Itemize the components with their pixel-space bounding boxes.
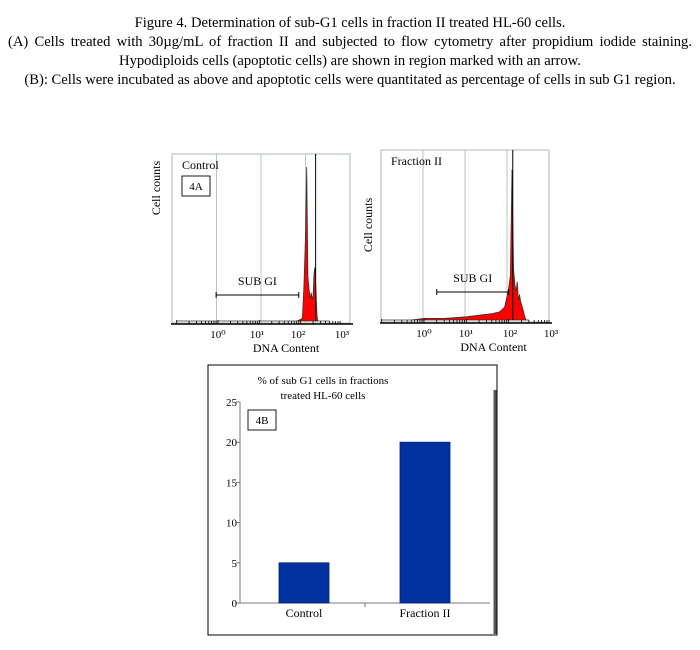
x-axis-label: DNA Content [460,340,527,354]
y-tick-label: 15 [226,477,238,489]
caption-line-1: Figure 4. Determination of sub-G1 cells … [134,15,566,31]
region-label: SUB GI [453,271,492,285]
x-tick-label: 10² [291,329,306,341]
x-tick-label: 10¹ [459,328,473,340]
bar-chart-panel: % of sub G1 cells in fractions treated HL… [207,364,498,636]
histogram-area [381,169,529,321]
chart-border [207,364,498,636]
panel-title: Fraction II [391,154,442,168]
y-tick-label: 20 [226,437,238,449]
panel-label: 4B [256,415,269,427]
caption-line-3: (B): Cells were incubated as above and a… [24,72,676,88]
x-tick-label: 10⁰ [210,329,226,341]
x-tick-label: 10¹ [250,329,264,341]
bar-control [278,562,330,604]
caption-line-2: (A) Cells treated with 30µg/mL of fracti… [8,34,692,69]
chart-title-line-2: treated HL-60 cells [281,390,366,402]
y-tick-label: 10 [226,518,238,530]
y-tick-label: 5 [232,558,238,570]
histogram-area [176,166,330,322]
panel-title: Control [182,158,219,172]
y-axis-label: Cell counts [361,198,375,253]
panel-label-box [247,409,277,431]
bar-fraction-ii [399,441,451,604]
x-axis-label: DNA Content [253,341,320,355]
panel-label: 4A [189,181,203,193]
x-tick-label: 10³ [335,329,350,341]
x-category-label: Control [286,606,323,620]
x-category-label: Fraction II [400,606,451,620]
histogram-panel-1: 10⁰ 10¹ 10² 10³ DNA Content Cell counts Contro… [149,153,353,355]
panel-label-box [181,175,211,197]
x-tick-label: 10⁰ [416,328,432,340]
region-label: SUB GI [238,274,277,288]
x-tick-label: 10² [503,328,518,340]
chart-title-line-1: % of sub G1 cells in fractions [258,375,389,387]
histogram-panel-2: 10⁰ 10¹ 10² 10³ DNA Content Cell counts Fracti… [361,149,559,354]
figure-caption: Figure 4. Determination of sub-G1 cells … [8,14,692,90]
x-tick-label: 10³ [544,328,559,340]
y-axis-label: Cell counts [149,161,163,216]
y-tick-label: 0 [232,598,238,610]
y-tick-label: 25 [226,397,238,409]
